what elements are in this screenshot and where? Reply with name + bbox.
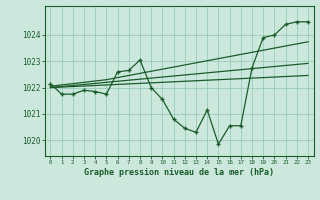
X-axis label: Graphe pression niveau de la mer (hPa): Graphe pression niveau de la mer (hPa) [84, 168, 274, 177]
